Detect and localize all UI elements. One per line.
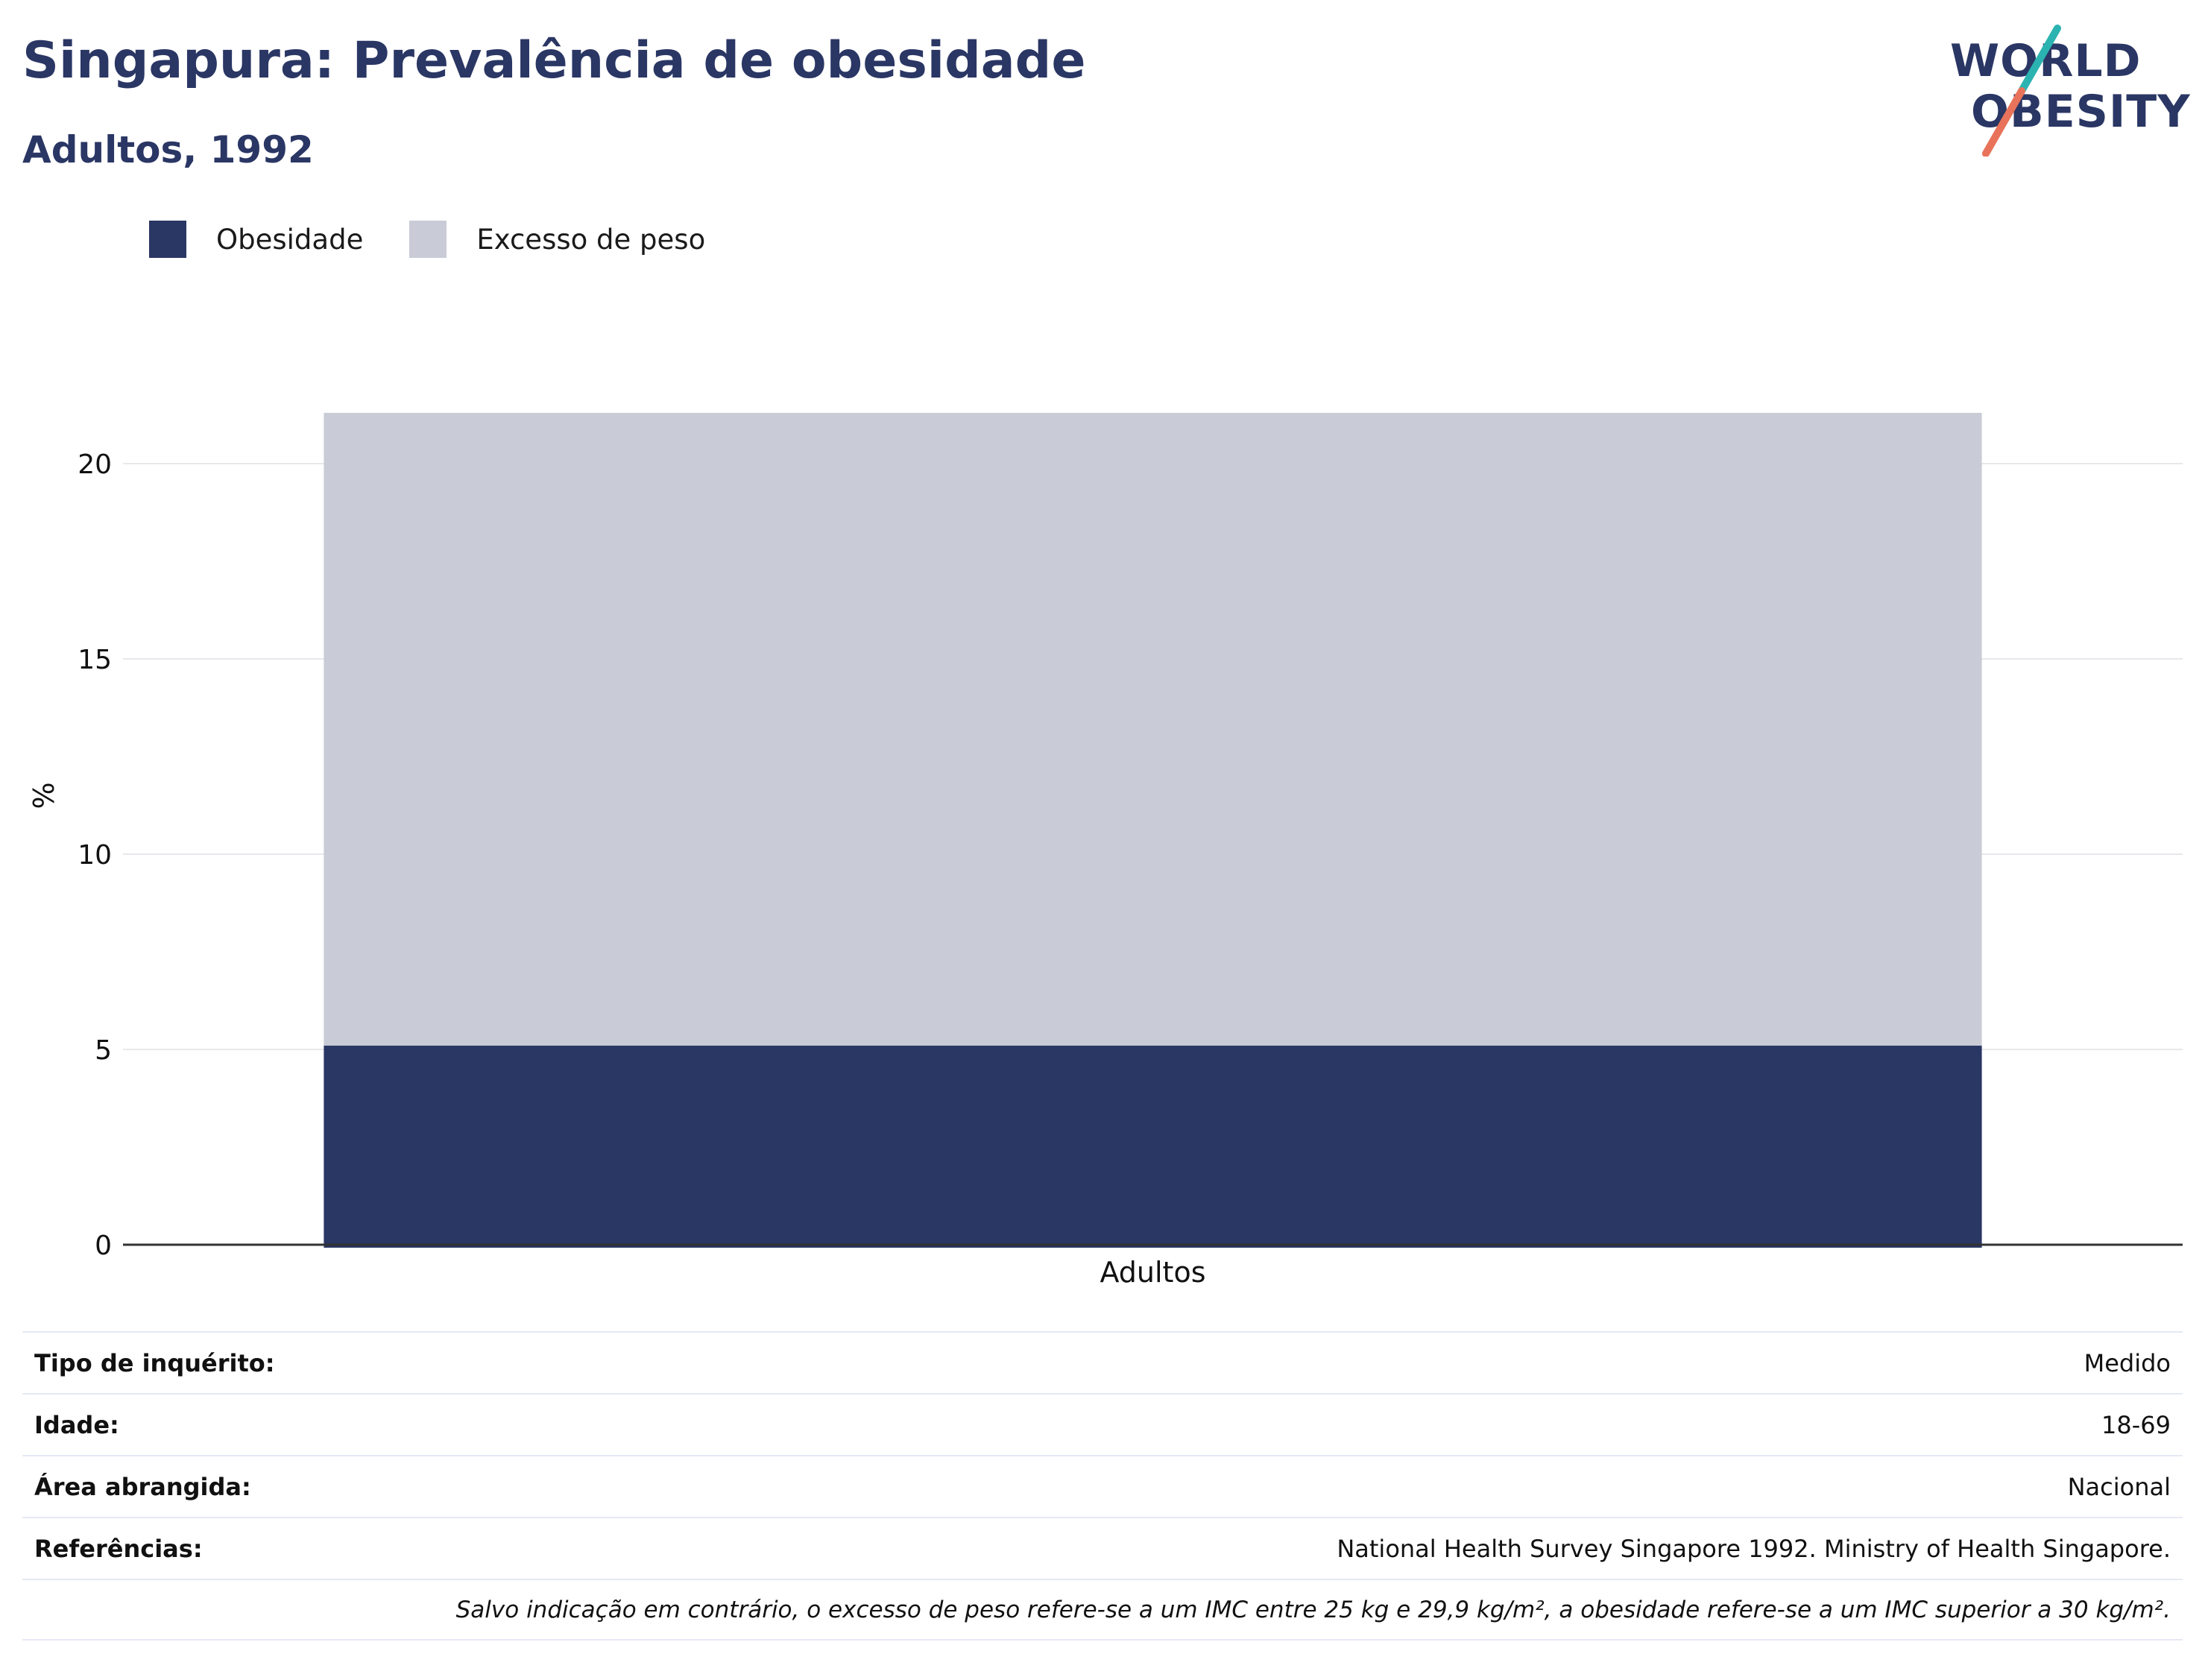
info-row-survey-type: Tipo de inquérito: Medido bbox=[22, 1331, 2183, 1393]
legend-label-excesso-de-peso: Excesso de peso bbox=[476, 223, 706, 256]
x-tick-label: Adultos bbox=[1100, 1256, 1205, 1289]
info-value: National Health Survey Singapore 1992. M… bbox=[1337, 1534, 2171, 1563]
y-axis-label: % bbox=[28, 782, 60, 809]
info-label: Área abrangida: bbox=[34, 1472, 251, 1501]
info-label: Tipo de inquérito: bbox=[34, 1348, 275, 1377]
bars bbox=[324, 412, 1982, 1248]
y-tick-label: 5 bbox=[95, 1035, 112, 1066]
logo-slash-coral bbox=[1982, 87, 2025, 157]
legend-item-obesidade[interactable]: Obesidade bbox=[149, 221, 363, 258]
info-label: Referências: bbox=[34, 1534, 203, 1563]
chart-legend: Obesidade Excesso de peso bbox=[149, 221, 751, 258]
axes: 0 5 10 15 20 Adultos% bbox=[28, 449, 2183, 1289]
info-value: Nacional bbox=[2067, 1472, 2171, 1501]
info-row-area: Área abrangida: Nacional bbox=[22, 1455, 2183, 1517]
logo-slash-teal bbox=[2018, 25, 2061, 95]
y-tick-label: 10 bbox=[78, 840, 112, 871]
chart-subtitle: Adultos, 1992 bbox=[22, 128, 314, 171]
info-row-references: Referências: National Health Survey Sing… bbox=[22, 1517, 2183, 1579]
chart-title: Singapura: Prevalência de obesidade bbox=[22, 31, 1086, 90]
world-obesity-logo: WORLD OBESITY bbox=[1950, 25, 2190, 157]
bar-excesso-de-peso bbox=[324, 412, 1982, 1046]
y-tick-label: 15 bbox=[78, 645, 112, 675]
survey-info-table: Tipo de inquérito: Medido Idade: 18-69 Á… bbox=[22, 1331, 2183, 1640]
y-tick-label: 0 bbox=[95, 1231, 112, 1261]
info-row-age: Idade: 18-69 bbox=[22, 1393, 2183, 1455]
legend-item-excesso-de-peso[interactable]: Excesso de peso bbox=[409, 221, 705, 258]
bar-chart: 0 5 10 15 20 Adultos% bbox=[28, 412, 2183, 1289]
legend-swatch-obesidade bbox=[149, 221, 186, 258]
info-value: 18-69 bbox=[2101, 1410, 2171, 1439]
legend-swatch-excesso-de-peso bbox=[409, 221, 447, 258]
info-row-note: Salvo indicação em contrário, o excesso … bbox=[22, 1579, 2183, 1640]
y-tick-label: 20 bbox=[78, 449, 112, 480]
bar-obesidade bbox=[324, 1045, 1982, 1248]
legend-label-obesidade: Obesidade bbox=[216, 223, 364, 256]
definition-note: Salvo indicação em contrário, o excesso … bbox=[455, 1596, 2171, 1623]
info-value: Medido bbox=[2083, 1348, 2171, 1377]
info-label: Idade: bbox=[34, 1410, 119, 1439]
